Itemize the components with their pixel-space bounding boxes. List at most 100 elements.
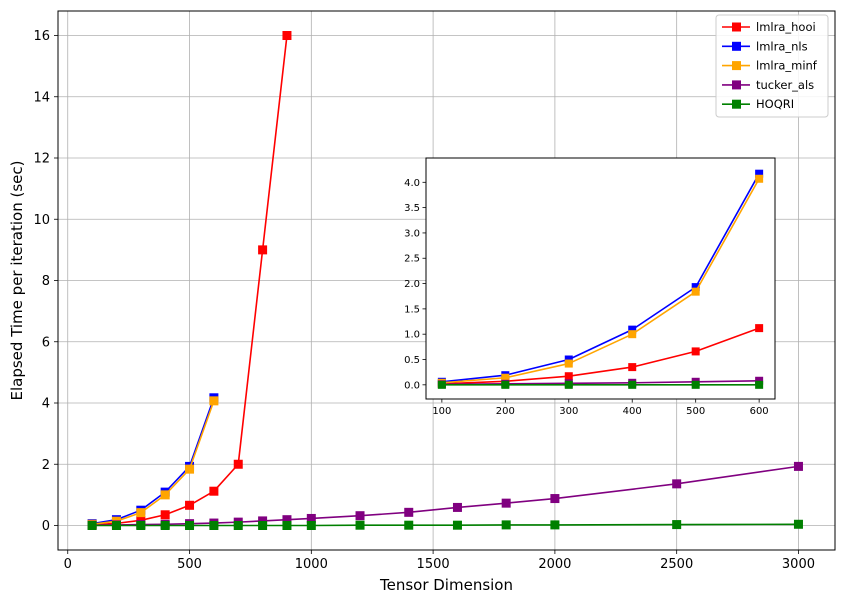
inset-data-point xyxy=(501,380,510,389)
main-data-point xyxy=(209,486,219,496)
y-tick-label: 16 xyxy=(33,29,50,44)
main-data-point xyxy=(185,464,195,474)
inset-data-point xyxy=(628,380,637,389)
y-tick-label: 4 xyxy=(42,397,50,412)
inset-data-point xyxy=(564,359,573,368)
y-tick-label: 10 xyxy=(33,213,50,228)
main-data-point xyxy=(793,461,803,471)
inset-data-point xyxy=(501,373,510,382)
y-tick-label: 14 xyxy=(33,90,50,105)
legend: lmlra_hooi lmlra_nls lmlra_minf tucker_als H… xyxy=(715,14,829,118)
main-data-point xyxy=(452,502,462,512)
main-data-point xyxy=(209,396,219,406)
inset-x-axis-ticks: 100 200 300 400 500 600 xyxy=(432,399,769,417)
main-data-point xyxy=(185,500,195,510)
legend-label: lmlra_hooi xyxy=(756,20,816,34)
x-tick-label: 500 xyxy=(177,557,202,572)
y-tick-label: 0 xyxy=(42,519,50,534)
plot-frame xyxy=(57,10,836,551)
y-axis-title: Elapsed Time per iteration (sec) xyxy=(8,161,26,401)
inset-x-tick-label: 500 xyxy=(686,406,705,417)
inset-data-point xyxy=(691,287,700,296)
inset-x-tick-label: 200 xyxy=(496,406,515,417)
main-data-point xyxy=(111,521,121,530)
main-data-point xyxy=(87,521,97,530)
main-data-point xyxy=(185,521,195,530)
x-axis-title: Tensor Dimension xyxy=(379,576,513,594)
inset-data-point xyxy=(755,380,764,389)
x-tick-label: 1000 xyxy=(295,557,328,572)
y-tick-label: 8 xyxy=(42,274,50,289)
y-tick-label: 6 xyxy=(42,335,50,350)
inset-series-hoqri xyxy=(437,380,764,389)
x-axis-ticks: 0 500 1000 1500 2000 2500 3000 xyxy=(64,550,815,572)
inset-y-axis-ticks: 0.0 0.5 1.0 1.5 2.0 2.5 3.0 3.5 4.0 xyxy=(404,178,426,391)
main-data-point xyxy=(282,31,292,40)
main-data-point xyxy=(258,516,268,526)
legend-item: HOQRI xyxy=(722,97,794,111)
main-data-point xyxy=(233,521,243,530)
main-data-point xyxy=(404,520,414,530)
inset-series-line xyxy=(441,178,760,384)
main-data-point xyxy=(355,511,365,521)
legend-swatch-marker xyxy=(732,61,741,71)
inset-y-tick-label: 1.0 xyxy=(404,330,420,341)
main-data-point xyxy=(452,520,462,530)
main-data-point xyxy=(209,521,219,530)
main-data-point xyxy=(404,507,414,517)
inset-y-tick-label: 0.0 xyxy=(404,380,420,391)
main-data-point xyxy=(160,510,170,520)
x-tick-label: 2000 xyxy=(538,557,571,572)
inset-data-point xyxy=(628,325,637,334)
inset-frame xyxy=(425,157,776,400)
main-series-group xyxy=(87,31,803,530)
inset-y-tick-label: 3.0 xyxy=(404,228,420,239)
legend-swatch-marker xyxy=(732,80,741,90)
inset-x-tick-label: 400 xyxy=(623,406,642,417)
y-tick-label: 12 xyxy=(33,152,50,167)
main-data-point xyxy=(672,479,682,489)
inset-plot-area xyxy=(426,158,775,399)
inset-y-tick-label: 1.5 xyxy=(404,304,420,315)
legend-item: lmlra_minf xyxy=(722,59,818,73)
inset-series-line xyxy=(441,173,760,383)
legend-swatch-marker xyxy=(732,99,741,109)
inset-data-point xyxy=(564,380,573,389)
inset-chart: 100 200 300 400 500 600 0.0 0.5 1.0 1.5 2.0 2.5 3.0 3… xyxy=(404,157,776,417)
y-axis-ticks: 0 2 4 6 8 10 12 14 16 xyxy=(33,29,58,534)
main-data-point xyxy=(258,245,268,255)
legend-label: lmlra_nls xyxy=(756,39,808,53)
inset-x-tick-label: 100 xyxy=(432,406,451,417)
legend-box xyxy=(715,14,829,118)
main-data-point xyxy=(258,521,268,530)
main-data-point xyxy=(136,521,146,530)
legend-label: HOQRI xyxy=(756,97,794,111)
main-series-hoqri xyxy=(87,519,803,530)
inset-data-point xyxy=(755,324,764,333)
inset-data-point xyxy=(628,363,637,372)
main-data-point xyxy=(306,513,316,523)
main-data-point xyxy=(306,521,316,530)
inset-data-point xyxy=(437,380,446,389)
inset-data-point xyxy=(691,283,700,292)
main-data-point xyxy=(501,498,511,508)
inset-data-point xyxy=(628,330,637,339)
inset-series-line xyxy=(441,327,760,385)
y-tick-label: 2 xyxy=(42,458,50,473)
inset-data-point xyxy=(755,174,764,183)
main-data-point xyxy=(550,520,560,530)
x-tick-label: 1500 xyxy=(417,557,450,572)
inset-data-point xyxy=(564,355,573,364)
legend-label: tucker_als xyxy=(756,78,814,92)
main-data-point xyxy=(160,490,170,500)
inset-y-tick-label: 2.0 xyxy=(404,279,420,290)
legend-swatch-marker xyxy=(732,41,741,51)
legend-swatch-marker xyxy=(732,22,741,32)
inset-data-point xyxy=(691,380,700,389)
x-tick-label: 2500 xyxy=(660,557,693,572)
x-tick-label: 3000 xyxy=(782,557,815,572)
main-data-point xyxy=(136,508,146,518)
legend-item: lmlra_nls xyxy=(722,39,808,53)
main-data-point xyxy=(355,520,365,530)
